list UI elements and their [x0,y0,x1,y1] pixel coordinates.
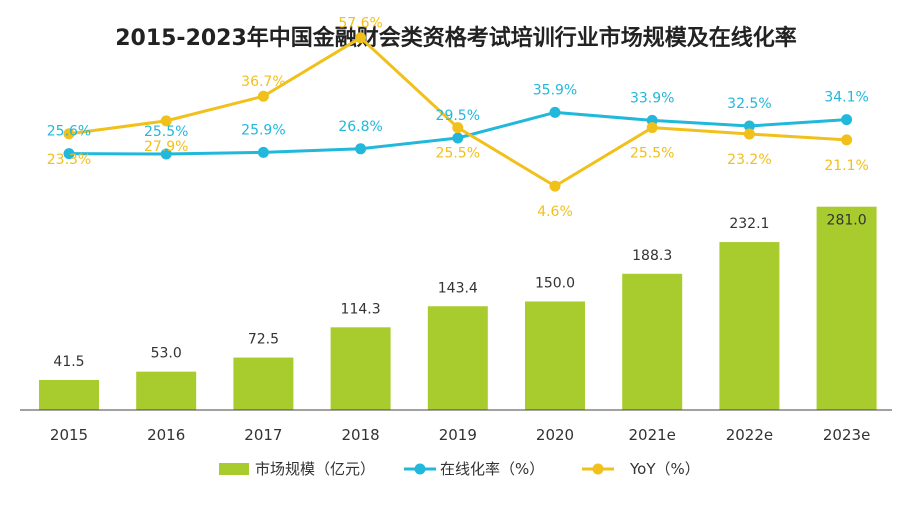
legend-label-yoy: YoY（%） [629,460,700,478]
online-rate-label: 26.8% [338,119,382,135]
bars-layer: 41.5 53.0 72.5 114.3 143.4 150.0 188.3 232.1 281… [39,206,877,410]
yoy-point [452,122,464,134]
online-rate-point [257,146,269,158]
yoy-point [63,128,75,140]
yoy-point [160,115,172,127]
online-rate-label: 35.9% [533,82,577,98]
online-rate-label: 25.6% [47,124,91,140]
online-rate-label: 32.5% [727,96,771,112]
yoy-point [743,128,755,140]
legend-marker-yoy [592,463,604,475]
x-tick-2018: 2018 [342,426,380,444]
online-rate-point [452,132,464,144]
online-rate-label: 33.9% [630,90,674,106]
bar-2016 [136,371,197,410]
bar-2020 [525,301,585,410]
yoy-label: 21.1% [824,158,868,174]
online-rate-label: 25.9% [241,122,285,138]
bar-2023e [816,206,877,410]
x-tick-2019: 2019 [439,426,477,444]
bar-2019 [427,306,488,410]
x-tick-labels: 2015 2016 2017 2018 2019 2020 2021e 2022e 2023e [50,426,870,444]
yoy-label: 36.7% [241,74,285,90]
bar-value-label: 53.0 [151,346,182,362]
yoy-point [257,90,269,102]
bar-value-label: 114.3 [341,301,381,317]
yoy-point [355,32,367,44]
x-tick-2023e: 2023e [823,426,870,444]
online-rate-label: 25.5% [144,124,188,140]
yoy-label: 23.2% [727,152,771,168]
bar-value-label: 150.0 [535,275,575,291]
legend-label-market-size: 市场规模（亿元） [255,460,375,478]
legend-label-online-rate: 在线化率（%） [440,460,544,478]
bar-2022e [719,242,780,410]
online-rate-point [549,106,561,118]
online-rate-point [63,148,75,160]
online-rate-point [841,114,853,126]
bar-2017 [233,357,294,410]
bar-value-label: 281.0 [827,213,867,229]
bar-2021e [622,273,683,410]
x-tick-2017: 2017 [244,426,282,444]
x-tick-2020: 2020 [536,426,574,444]
online-rate-label: 34.1% [824,90,868,106]
x-tick-2022e: 2022e [726,426,773,444]
yoy-label: 27.9% [144,139,188,155]
yoy-point [549,180,561,192]
bar-2015 [39,379,99,410]
yoy-point [646,122,658,134]
yoy-label: 4.6% [537,204,573,220]
bar-value-label: 188.3 [632,248,672,264]
bar-2018 [330,327,391,410]
online-rate-label: 29.5% [436,108,480,124]
x-tick-2021e: 2021e [628,426,675,444]
lines-layer: 25.6% 25.5% 25.9% 26.8% 29.5% 35.9% 33.9% 32.5%… [47,16,869,220]
legend-swatch-market-size [219,463,249,475]
x-tick-2015: 2015 [50,426,88,444]
online-rate-point [743,120,755,132]
bar-value-label: 232.1 [729,216,769,232]
bar-value-label: 41.5 [53,354,84,370]
yoy-label: 23.3% [47,152,91,168]
legend: 市场规模（亿元） 在线化率（%） YoY（%） [219,460,700,478]
chart-title: 2015-2023年中国金融财会类资格考试培训行业市场规模及在线化率 [115,26,797,51]
yoy-label: 57.6% [338,16,382,32]
x-tick-2016: 2016 [147,426,185,444]
yoy-point [841,134,853,146]
online-rate-point [160,148,172,160]
yoy-label: 25.5% [436,146,480,162]
online-rate-point [355,143,367,155]
bar-value-label: 143.4 [438,280,478,296]
bar-value-label: 72.5 [248,332,279,348]
legend-marker-online-rate [414,463,426,475]
yoy-label: 25.5% [630,146,674,162]
